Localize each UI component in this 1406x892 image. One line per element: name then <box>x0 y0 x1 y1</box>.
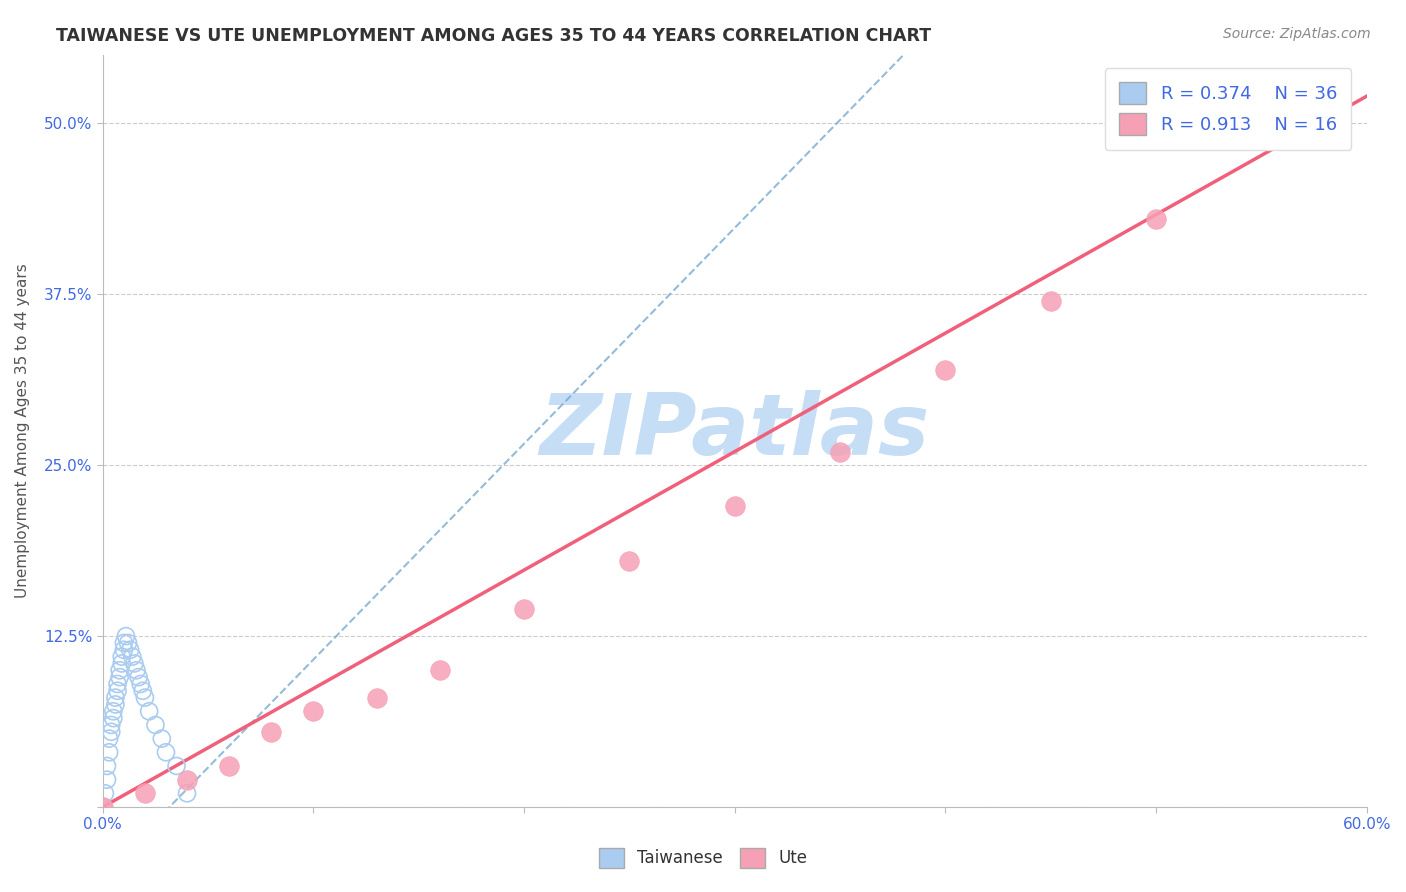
Point <box>103 711 125 725</box>
Point <box>619 554 641 568</box>
Point <box>112 636 135 650</box>
Point <box>91 800 114 814</box>
Point <box>125 663 148 677</box>
Point <box>107 683 129 698</box>
Point <box>134 690 156 705</box>
Point <box>155 745 177 759</box>
Point <box>111 649 134 664</box>
Point <box>218 759 240 773</box>
Point <box>260 724 283 739</box>
Point <box>91 800 114 814</box>
Point <box>1039 294 1062 309</box>
Point <box>108 670 131 684</box>
Point <box>121 649 143 664</box>
Point <box>429 663 451 677</box>
Point <box>830 444 852 458</box>
Point <box>132 683 155 698</box>
Point <box>134 786 156 800</box>
Point <box>104 698 127 712</box>
Point <box>108 663 131 677</box>
Point <box>100 724 122 739</box>
Point <box>128 670 150 684</box>
Point <box>176 786 198 800</box>
Point <box>724 500 747 514</box>
Point <box>100 718 122 732</box>
Point <box>107 677 129 691</box>
Point <box>129 677 152 691</box>
Point <box>96 772 118 787</box>
Legend: R = 0.374    N = 36, R = 0.913    N = 16: R = 0.374 N = 36, R = 0.913 N = 16 <box>1105 68 1351 150</box>
Point <box>124 657 146 671</box>
Point <box>138 704 160 718</box>
Point <box>1144 212 1167 227</box>
Point <box>103 704 125 718</box>
Point <box>104 690 127 705</box>
Point <box>366 690 388 705</box>
Text: ZIPatlas: ZIPatlas <box>540 390 929 473</box>
Point <box>150 731 173 746</box>
Point <box>111 657 134 671</box>
Point <box>117 636 139 650</box>
Point <box>166 759 188 773</box>
Point <box>98 731 121 746</box>
Point <box>112 642 135 657</box>
Y-axis label: Unemployment Among Ages 35 to 44 years: Unemployment Among Ages 35 to 44 years <box>15 264 30 599</box>
Point <box>934 362 956 376</box>
Legend: Taiwanese, Ute: Taiwanese, Ute <box>592 841 814 875</box>
Text: Source: ZipAtlas.com: Source: ZipAtlas.com <box>1223 27 1371 41</box>
Point <box>513 601 536 615</box>
Point <box>96 759 118 773</box>
Point <box>176 772 198 787</box>
Point <box>94 786 117 800</box>
Point <box>302 704 325 718</box>
Text: TAIWANESE VS UTE UNEMPLOYMENT AMONG AGES 35 TO 44 YEARS CORRELATION CHART: TAIWANESE VS UTE UNEMPLOYMENT AMONG AGES… <box>56 27 931 45</box>
Point <box>1250 116 1272 130</box>
Point <box>145 718 167 732</box>
Point <box>120 642 142 657</box>
Point <box>115 629 138 643</box>
Point <box>98 745 121 759</box>
